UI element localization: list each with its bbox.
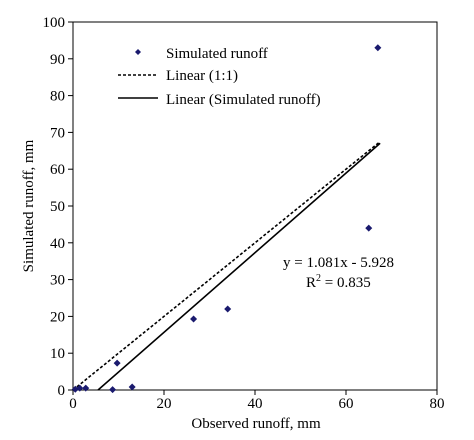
data-point [82,384,90,392]
x-tick-label: 20 [157,396,172,412]
y-tick-label: 30 [50,273,65,289]
r2-superscript: 2 [316,273,321,284]
line-simulated-fit [97,142,381,391]
x-tick-label: 40 [248,396,263,412]
x-tick-label: 80 [430,396,445,412]
line-1to1 [72,140,381,391]
y-tick-label: 70 [50,125,65,141]
data-point [113,359,121,367]
x-tick-label: 0 [69,396,77,412]
legend-label-simulated: Simulated runoff [166,46,268,62]
plot-frame [72,21,438,391]
y-axis-label: Simulated runoff, mm [21,139,37,272]
data-point [224,305,232,313]
y-tick-label: 50 [50,199,65,215]
data-points [71,44,382,394]
x-tick-label: 60 [339,396,354,412]
legend-marker-simulated [135,49,141,55]
data-point [109,386,117,394]
r2-annotation: R2 = 0.835 [306,273,371,291]
legend-label-1to1: Linear (1:1) [166,68,238,84]
y-tick-label: 100 [43,15,66,31]
x-axis-label: Observed runoff, mm [191,416,321,432]
y-tick-label: 20 [50,309,65,325]
legend: Simulated runoff Linear (1:1) Linear (Si… [118,46,321,108]
y-tick-label: 10 [50,346,65,362]
data-point [76,384,84,392]
y-tick-label: 40 [50,236,65,252]
y-tick-label: 90 [50,52,65,68]
equation-annotation: y = 1.081x - 5.928 [283,255,394,271]
y-tick-label: 80 [50,89,65,105]
legend-label-fit: Linear (Simulated runoff) [166,92,321,108]
data-point [365,224,373,232]
data-point [374,44,382,52]
y-tick-label: 0 [58,383,66,399]
x-axis-ticks: 0 20 40 60 80 [69,390,445,412]
y-tick-label: 60 [50,162,65,178]
trend-lines [72,140,381,391]
data-point [128,383,136,391]
data-point [190,315,198,323]
y-axis-ticks: 0 10 20 30 40 50 60 70 80 90 100 [43,15,73,399]
